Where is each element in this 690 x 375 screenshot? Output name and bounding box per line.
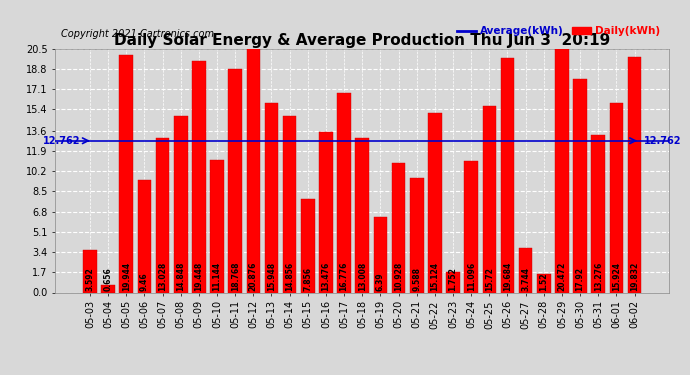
Bar bbox=[283, 116, 297, 292]
Bar bbox=[410, 178, 424, 292]
Bar bbox=[519, 248, 533, 292]
Title: Daily Solar Energy & Average Production Thu Jun 3  20:19: Daily Solar Energy & Average Production … bbox=[114, 33, 611, 48]
Text: 0.656: 0.656 bbox=[104, 267, 112, 291]
Bar bbox=[192, 61, 206, 292]
Text: 11.096: 11.096 bbox=[466, 262, 475, 291]
Text: 13.008: 13.008 bbox=[357, 262, 367, 291]
Bar bbox=[119, 56, 133, 292]
Bar bbox=[337, 93, 351, 292]
Text: 1.52: 1.52 bbox=[540, 273, 549, 291]
Text: 3.592: 3.592 bbox=[86, 267, 95, 291]
Bar bbox=[355, 138, 369, 292]
Bar bbox=[591, 135, 605, 292]
Text: 19.832: 19.832 bbox=[630, 262, 639, 291]
Bar bbox=[428, 112, 442, 292]
Text: 15.72: 15.72 bbox=[485, 267, 494, 291]
Bar bbox=[101, 285, 115, 292]
Bar bbox=[464, 160, 478, 292]
Bar bbox=[301, 199, 315, 292]
Bar bbox=[210, 160, 224, 292]
Text: 14.848: 14.848 bbox=[176, 262, 185, 291]
Bar bbox=[319, 132, 333, 292]
Bar bbox=[446, 272, 460, 292]
Bar bbox=[573, 80, 587, 292]
Bar bbox=[246, 44, 260, 292]
Text: 6.39: 6.39 bbox=[376, 273, 385, 291]
Text: 7.856: 7.856 bbox=[304, 267, 313, 291]
Text: 14.856: 14.856 bbox=[285, 262, 294, 291]
Text: 20.876: 20.876 bbox=[249, 262, 258, 291]
Text: 19.448: 19.448 bbox=[195, 262, 204, 291]
Bar bbox=[482, 106, 496, 292]
Text: 3.744: 3.744 bbox=[521, 267, 530, 291]
Text: 19.684: 19.684 bbox=[503, 262, 512, 291]
Bar bbox=[83, 250, 97, 292]
Bar bbox=[628, 57, 642, 292]
Text: 10.928: 10.928 bbox=[394, 262, 403, 291]
Bar bbox=[537, 274, 551, 292]
Text: 13.028: 13.028 bbox=[158, 262, 167, 291]
Text: 20.472: 20.472 bbox=[558, 262, 566, 291]
Text: 9.588: 9.588 bbox=[412, 267, 421, 291]
Bar bbox=[156, 138, 169, 292]
Text: 13.476: 13.476 bbox=[322, 262, 331, 291]
Text: 12.762: 12.762 bbox=[43, 136, 81, 146]
Text: 18.768: 18.768 bbox=[230, 262, 239, 291]
Bar bbox=[555, 49, 569, 292]
Bar bbox=[392, 163, 405, 292]
Bar bbox=[174, 116, 188, 292]
Legend: Average(kWh), Daily(kWh): Average(kWh), Daily(kWh) bbox=[453, 22, 664, 40]
Bar bbox=[501, 58, 514, 292]
Text: 13.276: 13.276 bbox=[594, 262, 603, 291]
Bar bbox=[137, 180, 151, 292]
Text: 15.948: 15.948 bbox=[267, 262, 276, 291]
Text: 12.762: 12.762 bbox=[644, 136, 681, 146]
Text: 9.46: 9.46 bbox=[140, 273, 149, 291]
Text: Copyright 2021 Cartronics.com: Copyright 2021 Cartronics.com bbox=[61, 29, 215, 39]
Text: 1.752: 1.752 bbox=[448, 267, 457, 291]
Text: 15.924: 15.924 bbox=[612, 262, 621, 291]
Text: 19.944: 19.944 bbox=[121, 262, 130, 291]
Bar bbox=[373, 216, 387, 292]
Bar bbox=[265, 103, 278, 292]
Bar bbox=[228, 69, 242, 292]
Text: 17.92: 17.92 bbox=[575, 267, 584, 291]
Text: 15.124: 15.124 bbox=[431, 262, 440, 291]
Bar bbox=[609, 103, 623, 292]
Text: 16.776: 16.776 bbox=[339, 262, 348, 291]
Text: 11.144: 11.144 bbox=[213, 262, 221, 291]
